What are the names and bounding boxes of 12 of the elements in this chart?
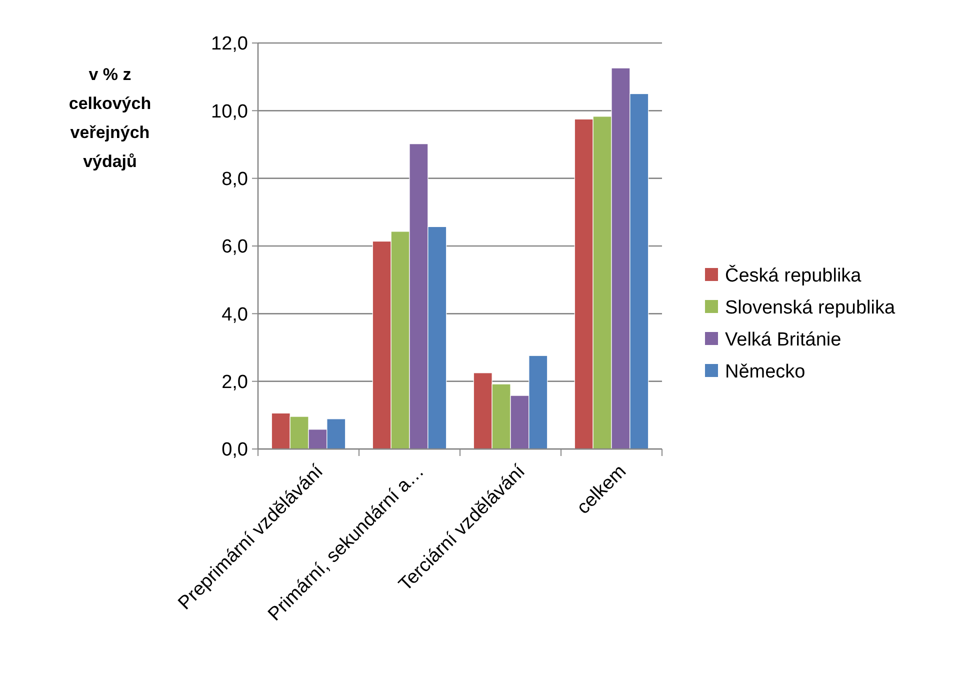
y-tick-label: 2,0 (222, 372, 248, 393)
y-tick-label: 4,0 (222, 304, 248, 326)
legend-label: Slovenská republika (725, 298, 896, 319)
legend-label: Velká Británie (725, 330, 842, 351)
y-tick-label: 0,0 (222, 440, 248, 461)
y-tick-label: 12,0 (211, 34, 248, 55)
legend-label: Česká republika (725, 264, 862, 287)
y-tick-label: 6,0 (222, 236, 248, 258)
y-tick-label: 10,0 (211, 101, 248, 122)
y-axis-title: v % z celkových veřejných výdajů (68, 65, 152, 171)
y-tick-label: 8,0 (222, 168, 248, 190)
legend-label: Německo (725, 362, 806, 383)
